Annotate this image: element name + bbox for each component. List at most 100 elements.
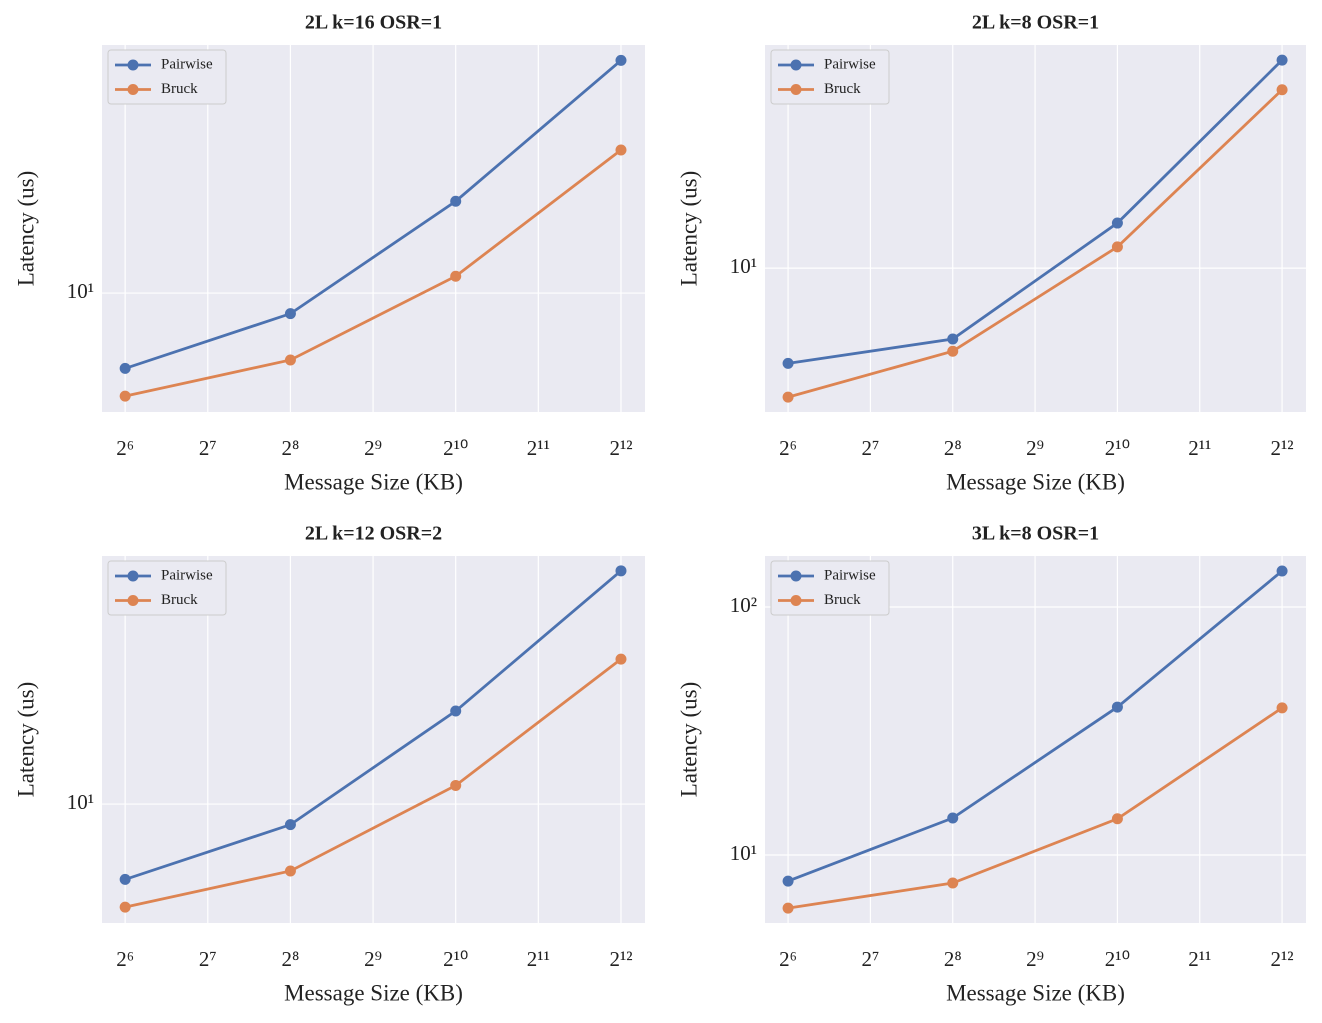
legend-marker (127, 570, 139, 582)
x-tick-label: 2⁶ (779, 436, 797, 460)
x-tick-label: 2¹¹ (1188, 436, 1211, 460)
marker (615, 54, 627, 66)
series-line (787, 569, 1283, 883)
series-line (787, 706, 1283, 910)
marker (119, 901, 131, 913)
marker (947, 345, 959, 357)
subplot-title: 2L k=12 OSR=2 (305, 523, 442, 545)
x-tick-label: 2¹⁰ (443, 436, 468, 460)
marker (947, 333, 959, 345)
legend-marker (127, 595, 139, 606)
x-tick-label: 2⁹ (1026, 436, 1044, 460)
marker (782, 902, 794, 914)
x-tick-label: 2⁷ (861, 947, 879, 971)
marker (782, 357, 794, 369)
series-line (787, 88, 1284, 399)
x-tick-label: 2⁶ (779, 947, 797, 971)
legend-marker (790, 570, 802, 582)
marker (450, 270, 462, 282)
marker (1276, 565, 1288, 577)
x-tick-label: 2¹⁰ (443, 947, 468, 971)
marker (1111, 217, 1123, 229)
legend-marker (790, 59, 802, 71)
series-line (124, 59, 622, 370)
series-line (124, 658, 622, 909)
legend-label: Pairwise (161, 567, 213, 583)
marker (119, 873, 131, 885)
x-axis-label: Message Size (KB) (946, 469, 1125, 494)
marker (1276, 702, 1288, 714)
legend-label: Pairwise (161, 56, 213, 72)
y-tick-label: 10¹ (730, 254, 757, 278)
x-tick-label: 2⁸ (944, 947, 962, 971)
y-axis-label: Latency (us) (13, 171, 38, 287)
marker (284, 819, 296, 831)
marker (782, 875, 794, 887)
x-tick-label: 2¹⁰ (1105, 947, 1130, 971)
y-axis-label: Latency (us) (676, 682, 701, 798)
marker (782, 391, 794, 403)
marker (119, 362, 131, 374)
subplot-title: 3L k=8 OSR=1 (972, 523, 1099, 545)
x-tick-label: 2⁸ (944, 436, 962, 460)
marker (119, 390, 131, 402)
x-axis-label: Message Size (KB) (284, 469, 463, 494)
marker (615, 565, 627, 577)
legend-label: Bruck (161, 592, 198, 608)
legend-label: Bruck (161, 81, 198, 97)
x-tick-label: 2⁹ (1026, 947, 1044, 971)
marker (615, 144, 627, 156)
marker (284, 865, 296, 877)
x-tick-label: 2¹¹ (527, 947, 550, 971)
legend: Pairwise Bruck (107, 49, 227, 105)
legend-marker (127, 84, 139, 95)
x-tick-label: 2⁷ (861, 436, 879, 460)
x-tick-label: 2¹¹ (527, 436, 550, 460)
x-tick-label: 2¹² (1271, 947, 1294, 971)
subplot: 2⁶ 2⁷ 2⁸ 2⁹ 2¹⁰ 2¹¹ 2¹² 10¹ 2L k=8 OSR=1 Message … (676, 12, 1306, 494)
x-tick-label: 2¹² (1271, 436, 1294, 460)
subplot: 2⁶ 2⁷ 2⁸ 2⁹ 2¹⁰ 2¹¹ 2¹² 10¹ 10² 3L k=8 OSR=1 Messa… (676, 523, 1306, 1005)
x-axis-label: Message Size (KB) (284, 980, 463, 1005)
marker (450, 779, 462, 791)
subplot-title: 2L k=16 OSR=1 (305, 12, 442, 34)
x-tick-label: 2⁸ (282, 436, 300, 460)
marker (450, 195, 462, 207)
subplot-title: 2L k=8 OSR=1 (972, 12, 1099, 34)
x-tick-label: 2⁶ (116, 436, 134, 460)
marker (1111, 813, 1123, 825)
series-line (124, 569, 622, 881)
x-tick-label: 2⁶ (116, 947, 134, 971)
marker (947, 877, 959, 889)
y-tick-label: 10¹ (67, 279, 94, 303)
legend-label: Bruck (824, 592, 861, 608)
marker (1111, 241, 1123, 253)
marker (1276, 84, 1288, 96)
legend-label: Bruck (824, 81, 861, 97)
subplot: 2⁶ 2⁷ 2⁸ 2⁹ 2¹⁰ 2¹¹ 2¹² 10¹ 2L k=12 OSR=2 Message… (13, 523, 645, 1005)
x-tick-label: 2⁸ (282, 947, 300, 971)
legend: Pairwise Bruck (770, 49, 890, 105)
series-line (787, 59, 1284, 365)
x-tick-label: 2⁷ (199, 947, 217, 971)
marker (1111, 701, 1123, 713)
x-tick-label: 2⁹ (364, 436, 382, 460)
marker (947, 812, 959, 824)
legend-label: Pairwise (824, 56, 876, 72)
y-tick-label: 10¹ (730, 841, 757, 865)
series-line (124, 148, 622, 398)
subplot: 2⁶ 2⁷ 2⁸ 2⁹ 2¹⁰ 2¹¹ 2¹² 10¹ 2L k=16 OSR=1 Message… (13, 12, 645, 494)
x-tick-label: 2⁷ (199, 436, 217, 460)
x-tick-label: 2⁹ (364, 947, 382, 971)
y-tick-label: 10¹ (67, 790, 94, 814)
marker (450, 705, 462, 717)
marker (615, 653, 627, 665)
x-tick-label: 2¹¹ (1188, 947, 1211, 971)
y-tick-label: 10² (730, 593, 757, 617)
y-axis-label: Latency (us) (676, 171, 701, 287)
y-axis-label: Latency (us) (13, 682, 38, 798)
x-tick-label: 2¹² (609, 436, 632, 460)
legend-label: Pairwise (824, 567, 876, 583)
marker (284, 354, 296, 366)
